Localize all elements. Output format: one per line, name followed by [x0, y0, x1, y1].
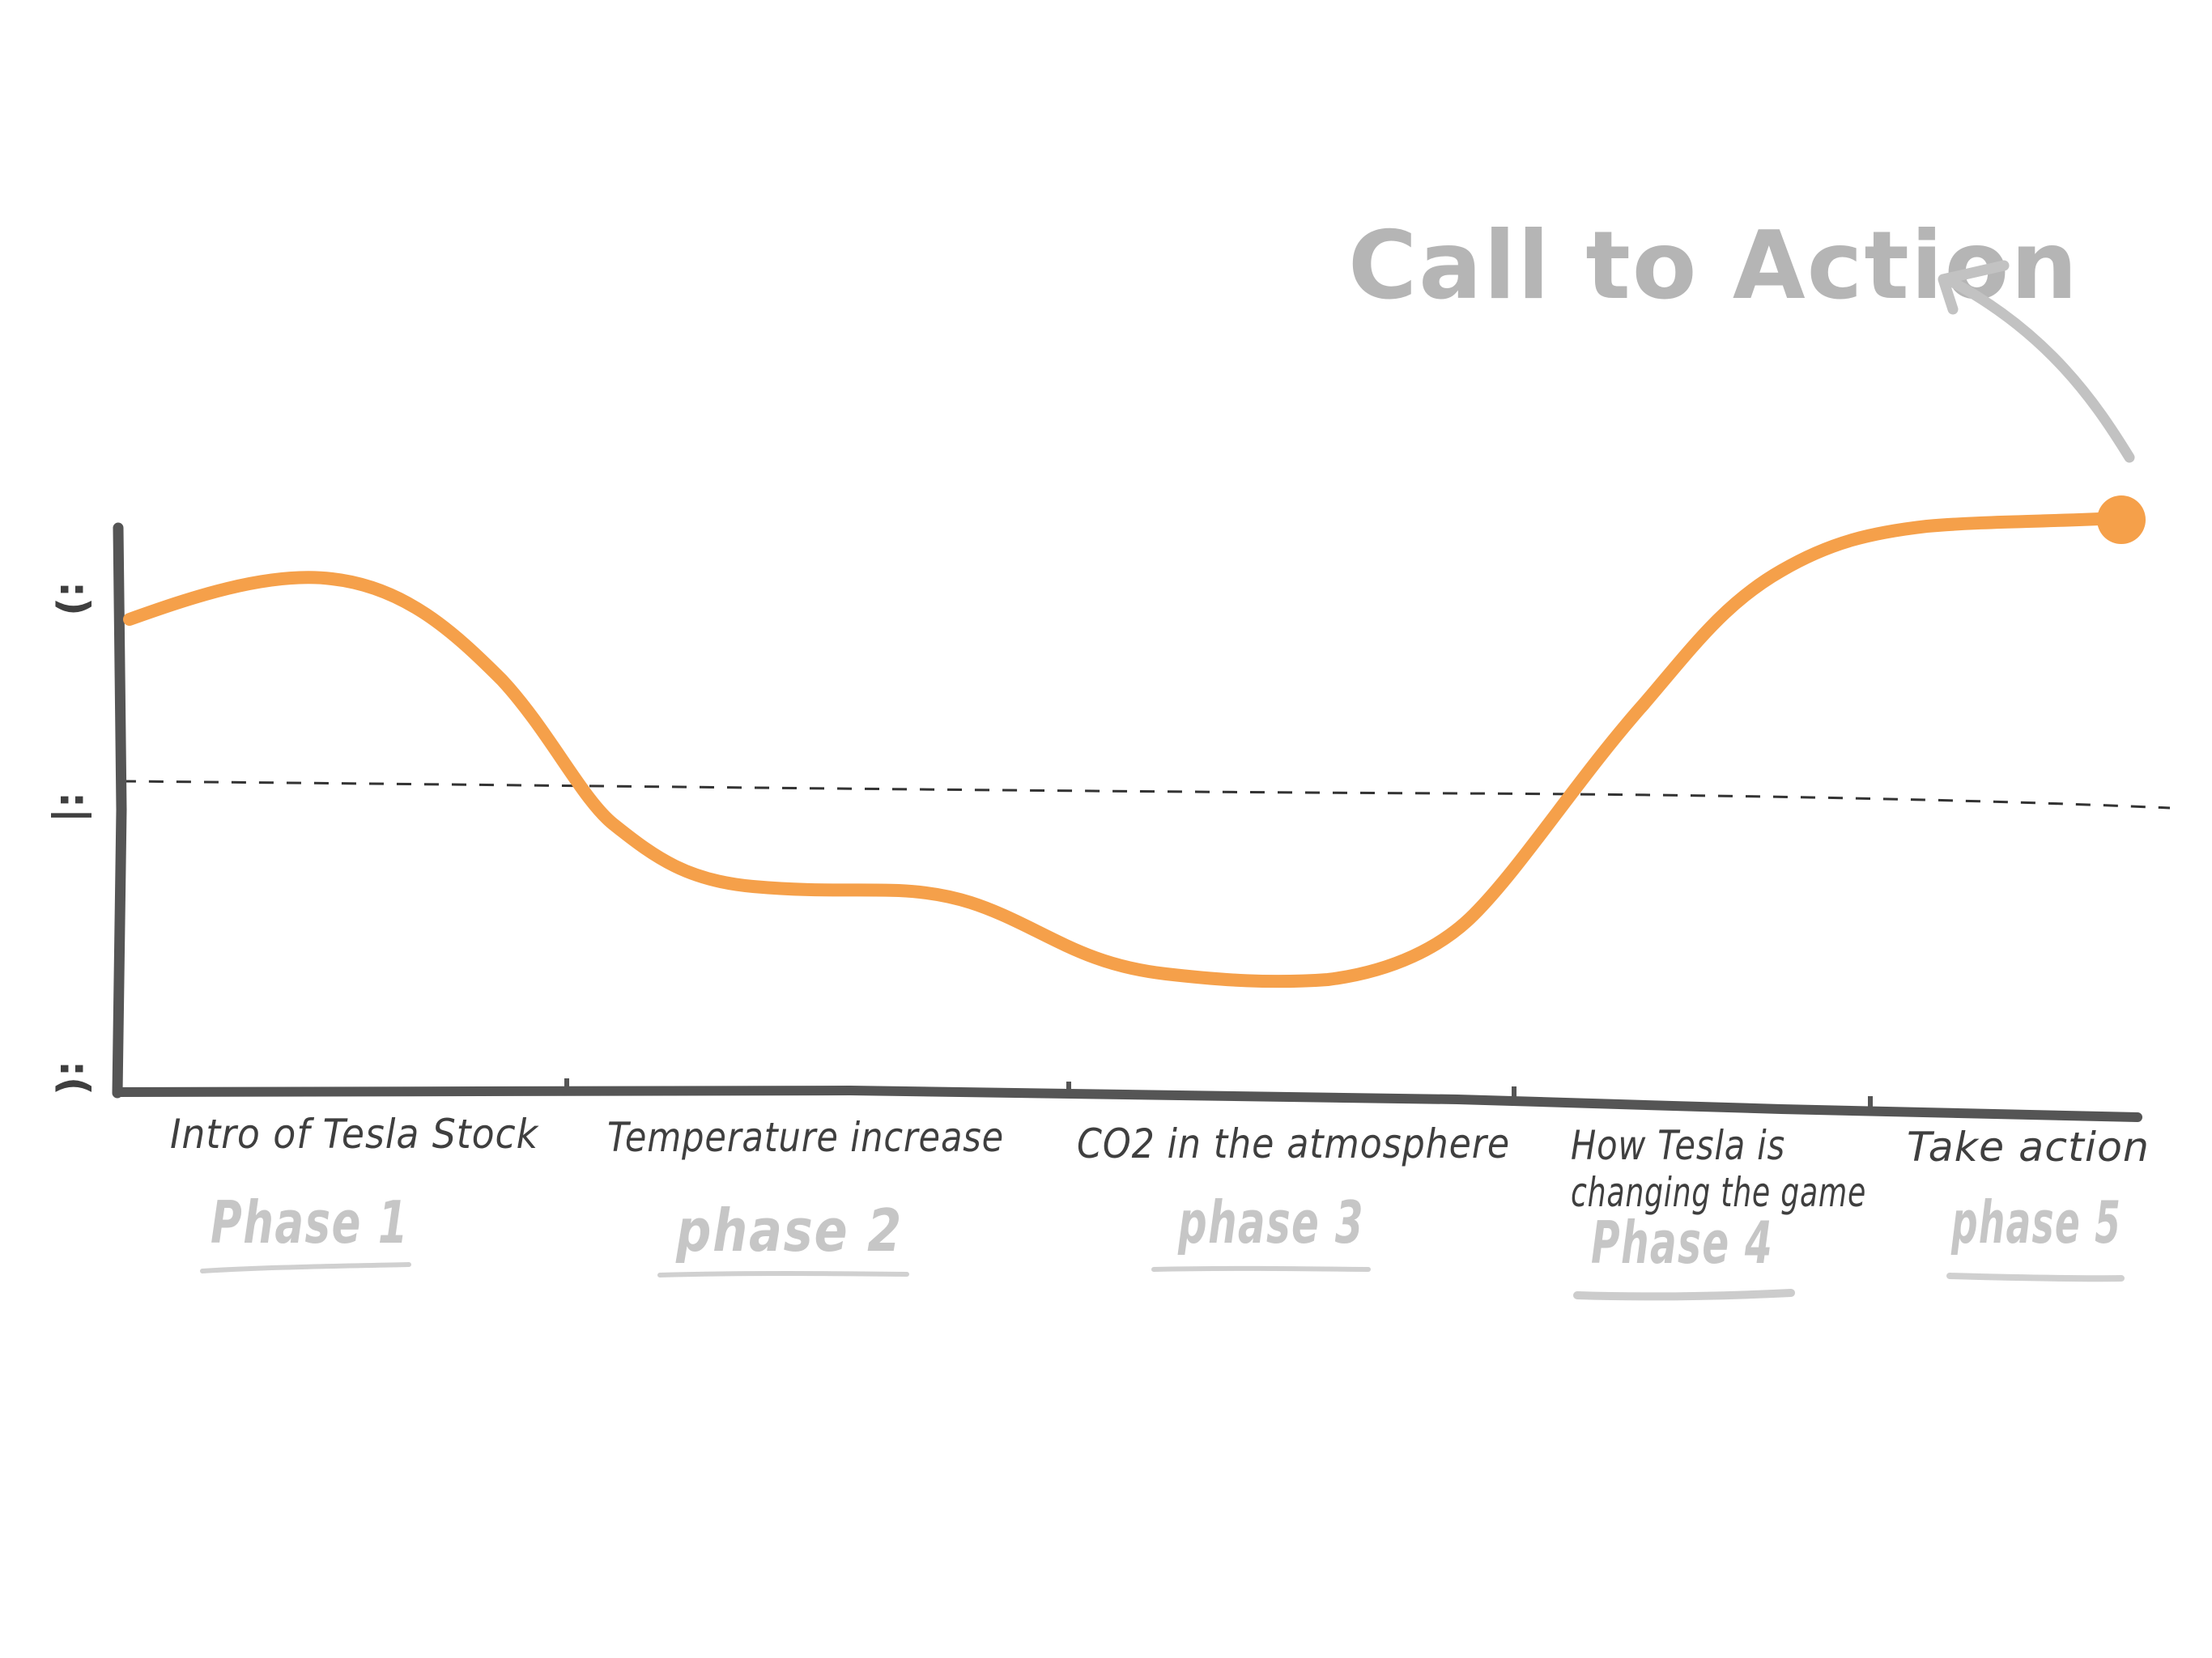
call-to-action-label: Call to Action — [1348, 211, 2079, 321]
phase-underline-4 — [1573, 1289, 1795, 1301]
callout-arrow-icon — [1942, 274, 2135, 463]
stage-label-4-line-1: How Tesla is — [1571, 1122, 1785, 1169]
phase-label-5: phase 5 — [1950, 1188, 2121, 1256]
story-curve — [123, 512, 2124, 988]
stage-label-4-line-2: changing the game — [1571, 1169, 1866, 1216]
phase-label-1: Phase 1 — [211, 1188, 409, 1256]
curve-end-dot — [2097, 495, 2146, 544]
phase-label-2: phase 2 — [675, 1197, 903, 1265]
stage-label-2: Temperature increase — [607, 1114, 1004, 1161]
neutral-dashed-line — [121, 780, 2171, 810]
happy-face-icon: :) — [51, 581, 98, 616]
phase-label-3: phase 3 — [1177, 1188, 1364, 1256]
y-axis — [112, 522, 127, 1099]
x-axis — [113, 1085, 2142, 1122]
stage-label-3: CO2 in the atmosphere — [1077, 1120, 1510, 1167]
neutral-face-icon: :| — [51, 792, 98, 823]
phase-underline-1 — [200, 1262, 411, 1273]
sad-face-icon: :( — [51, 1061, 98, 1095]
stage-label-5: Take action — [1907, 1124, 2150, 1171]
phase-label-4: Phase 4 — [1591, 1209, 1773, 1277]
callout-arrowhead-icon — [1938, 260, 2010, 315]
phase-underline-5 — [1946, 1273, 2125, 1282]
phase-underline-2 — [657, 1271, 909, 1278]
stage-label-1: Intro of Tesla Stock — [170, 1111, 539, 1158]
